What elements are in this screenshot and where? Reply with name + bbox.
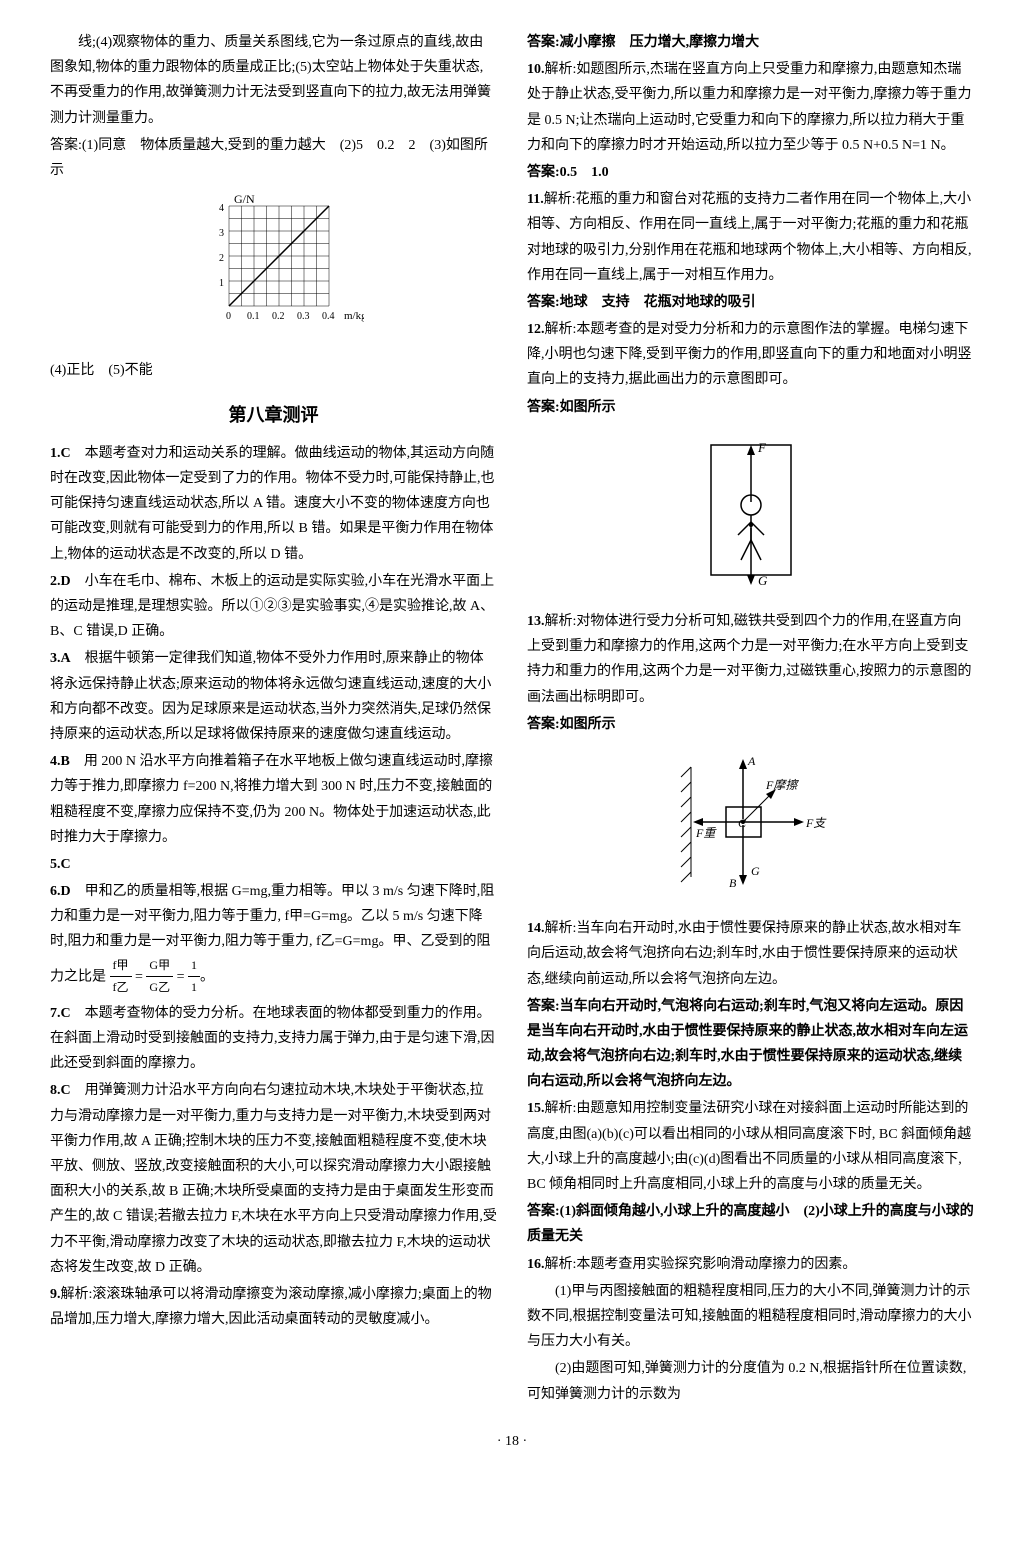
item-16: 16.解析:本题考查用实验探究影响滑动摩擦力的因素。 bbox=[527, 1252, 974, 1277]
pre-text: 线;(4)观察物体的重力、质量关系图线,它为一条过原点的直线,故由图象知,物体的… bbox=[50, 30, 497, 131]
answer-13: 答案:如图所示 bbox=[527, 712, 974, 737]
item-3: 3.A 根据牛顿第一定律我们知道,物体不受外力作用时,原来静止的物体将永远保持静… bbox=[50, 646, 497, 747]
svg-text:G: G bbox=[758, 573, 768, 588]
item-15: 15.解析:由题意知用控制变量法研究小球在对接斜面上运动时所能达到的高度,由图(… bbox=[527, 1096, 974, 1197]
svg-text:0.1: 0.1 bbox=[247, 311, 260, 322]
svg-text:F: F bbox=[757, 440, 767, 455]
top-answer: 答案:减小摩擦 压力增大,摩擦力增大 bbox=[527, 30, 974, 55]
svg-text:F摩擦: F摩擦 bbox=[765, 778, 799, 792]
item-12: 12.解析:本题考查的是对受力分析和力的示意图作法的掌握。电梯匀速下降,小明也匀… bbox=[527, 317, 974, 393]
svg-text:1: 1 bbox=[219, 278, 224, 289]
item-13: 13.解析:对物体进行受力分析可知,磁铁共受到四个力的作用,在竖直方向上受到重力… bbox=[527, 609, 974, 710]
svg-text:G: G bbox=[751, 864, 760, 878]
item-7: 7.C 本题考查物体的受力分析。在地球表面的物体都受到重力的作用。在斜面上滑动时… bbox=[50, 1001, 497, 1077]
item-16-sub2: (2)由题图可知,弹簧测力计的分度值为 0.2 N,根据指针所在位置读数,可知弹… bbox=[527, 1356, 974, 1406]
after-graph: (4)正比 (5)不能 bbox=[50, 358, 497, 383]
chapter-title: 第八章测评 bbox=[50, 399, 497, 431]
item-9: 9.解析:滚滚珠轴承可以将滑动摩擦变为滚动摩擦,减小摩擦力;桌面上的物品增加,压… bbox=[50, 1282, 497, 1332]
diagram-12: F G bbox=[527, 430, 974, 599]
svg-text:2: 2 bbox=[219, 253, 224, 264]
svg-text:0.4: 0.4 bbox=[322, 311, 335, 322]
svg-text:B: B bbox=[729, 876, 737, 890]
magnet-force-diagram: C A F摩擦 F支 F重 B bbox=[671, 747, 831, 897]
item-11: 11.解析:花瓶的重力和窗台对花瓶的支持力二者作用在同一个物体上,大小相等、方向… bbox=[527, 187, 974, 288]
svg-text:m/kg: m/kg bbox=[344, 310, 364, 322]
answer-12: 答案:如图所示 bbox=[527, 395, 974, 420]
item-4: 4.B 用 200 N 沿水平方向推着箱子在水平地板上做匀速直线运动时,摩擦力等… bbox=[50, 749, 497, 850]
answer-10: 答案:0.5 1.0 bbox=[527, 160, 974, 185]
item-16-sub1: (1)甲与丙图接触面的粗糙程度相同,压力的大小不同,弹簧测力计的示数不同,根据控… bbox=[527, 1279, 974, 1355]
pre-answer: 答案:(1)同意 物体质量越大,受到的重力越大 (2)5 0.2 2 (3)如图… bbox=[50, 133, 497, 183]
graph-container: G/N bbox=[50, 191, 497, 350]
item-14: 14.解析:当车向右开动时,水由于惯性要保持原来的静止状态,故水相对车向后运动,… bbox=[527, 916, 974, 992]
item-1: 1.C 本题考查对力和运动关系的理解。做曲线运动的物体,其运动方向随时在改变,因… bbox=[50, 441, 497, 567]
graph-ylabel: G/N bbox=[234, 192, 255, 206]
svg-text:4: 4 bbox=[219, 203, 224, 214]
diagram-13: C A F摩擦 F支 F重 B bbox=[527, 747, 974, 906]
svg-text:F重: F重 bbox=[695, 826, 717, 840]
page-number: · 18 · bbox=[50, 1429, 974, 1454]
left-column: 线;(4)观察物体的重力、质量关系图线,它为一条过原点的直线,故由图象知,物体的… bbox=[50, 30, 497, 1409]
item-2: 2.D 小车在毛巾、棉布、木板上的运动是实际实验,小车在光滑水平面上的运动是推理… bbox=[50, 569, 497, 645]
answer-14: 答案:当车向右开动时,气泡将向右运动;刹车时,气泡又将向左运动。原因是当车向右开… bbox=[527, 994, 974, 1095]
answer-11: 答案:地球 支持 花瓶对地球的吸引 bbox=[527, 290, 974, 315]
svg-text:0.3: 0.3 bbox=[297, 311, 310, 322]
item-5: 5.C bbox=[50, 852, 497, 877]
gravity-mass-graph: G/N bbox=[184, 191, 364, 341]
svg-text:0.2: 0.2 bbox=[272, 311, 285, 322]
item-10: 10.解析:如题图所示,杰瑞在竖直方向上只受重力和摩擦力,由题意知杰瑞处于静止状… bbox=[527, 57, 974, 158]
svg-text:3: 3 bbox=[219, 228, 224, 239]
svg-text:0: 0 bbox=[226, 311, 231, 322]
answer-15: 答案:(1)斜面倾角越小,小球上升的高度越小 (2)小球上升的高度与小球的质量无… bbox=[527, 1199, 974, 1249]
svg-text:A: A bbox=[747, 754, 756, 768]
item-6: 6.D 甲和乙的质量相等,根据 G=mg,重力相等。甲以 3 m/s 匀速下降时… bbox=[50, 879, 497, 999]
right-column: 答案:减小摩擦 压力增大,摩擦力增大 10.解析:如题图所示,杰瑞在竖直方向上只… bbox=[527, 30, 974, 1409]
elevator-force-diagram: F G bbox=[696, 430, 806, 590]
svg-text:F支: F支 bbox=[805, 816, 827, 830]
item-8: 8.C 用弹簧测力计沿水平方向向右匀速拉动木块,木块处于平衡状态,拉力与滑动摩擦… bbox=[50, 1078, 497, 1280]
